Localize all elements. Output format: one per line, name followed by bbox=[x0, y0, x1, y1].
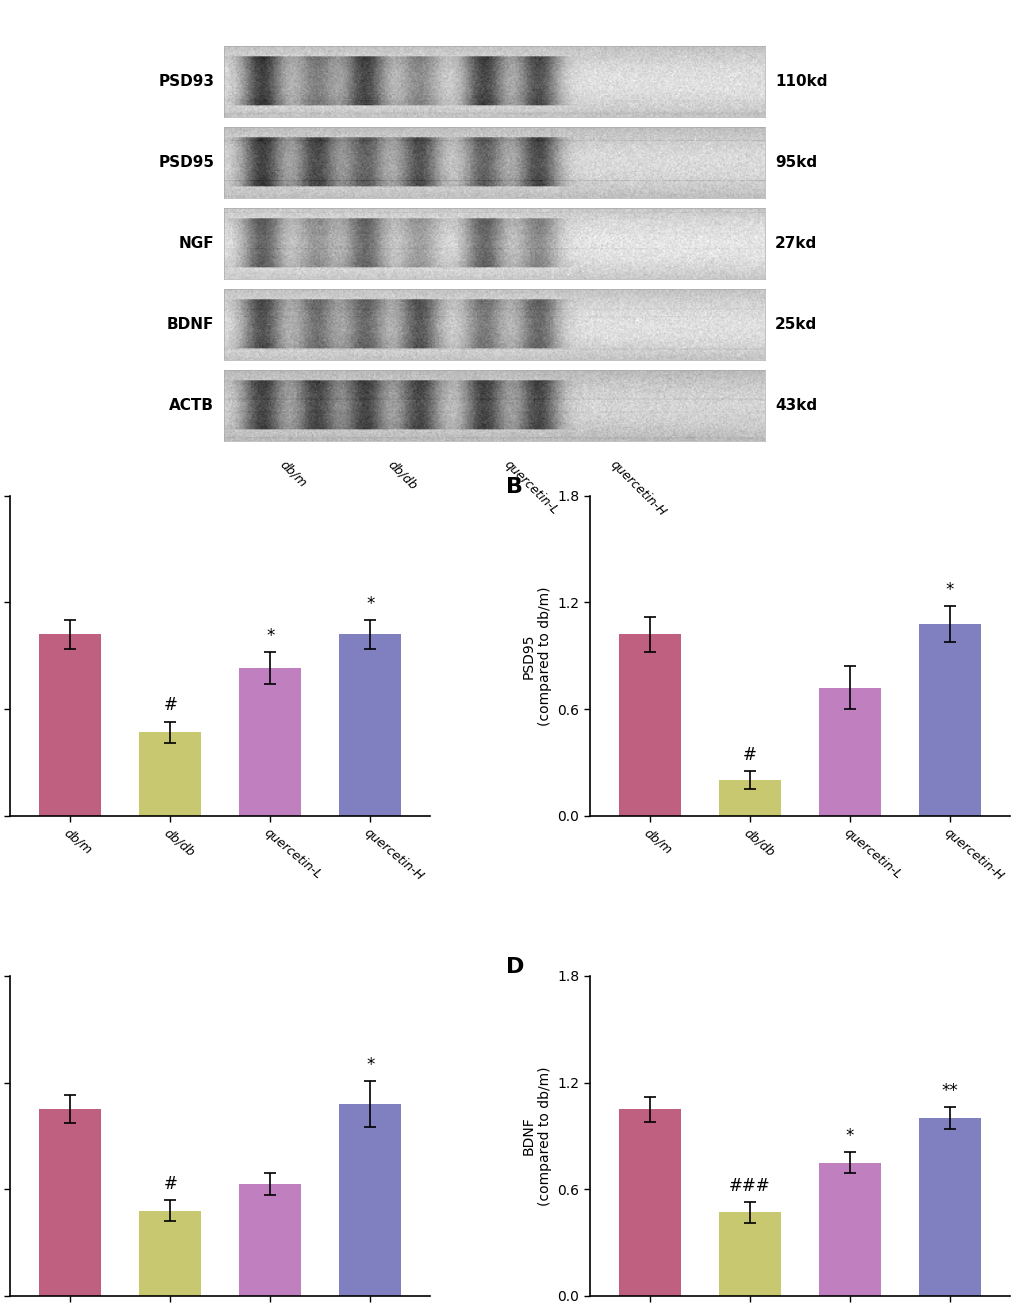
Text: **: ** bbox=[941, 1083, 957, 1101]
Text: *: * bbox=[366, 596, 374, 613]
Bar bbox=[818, 687, 880, 816]
Text: *: * bbox=[366, 1055, 374, 1073]
Bar bbox=[39, 635, 101, 816]
Text: *: * bbox=[945, 581, 953, 600]
Bar bbox=[239, 1183, 301, 1296]
Bar bbox=[718, 1212, 780, 1296]
Bar bbox=[139, 1211, 201, 1296]
Text: quercetin-L: quercetin-L bbox=[501, 458, 560, 517]
Text: PSD93: PSD93 bbox=[158, 73, 214, 89]
Text: PSD95: PSD95 bbox=[158, 154, 214, 170]
Bar bbox=[918, 624, 980, 816]
Text: *: * bbox=[266, 627, 274, 645]
Text: ###: ### bbox=[729, 1177, 770, 1195]
Text: #: # bbox=[163, 1174, 177, 1192]
Text: 25kd: 25kd bbox=[774, 317, 816, 332]
Text: D: D bbox=[505, 957, 524, 977]
Text: *: * bbox=[845, 1127, 853, 1145]
Text: db/db: db/db bbox=[385, 458, 420, 492]
Text: 95kd: 95kd bbox=[774, 154, 816, 170]
Y-axis label: BDNF
(compared to db/m): BDNF (compared to db/m) bbox=[521, 1066, 551, 1206]
Text: 43kd: 43kd bbox=[774, 398, 816, 414]
Bar bbox=[918, 1118, 980, 1296]
Y-axis label: PSD95
(compared to db/m): PSD95 (compared to db/m) bbox=[521, 586, 551, 725]
Text: 110kd: 110kd bbox=[774, 73, 826, 89]
Text: ACTB: ACTB bbox=[169, 398, 214, 414]
Bar bbox=[39, 1109, 101, 1296]
Text: NGF: NGF bbox=[178, 236, 214, 251]
Text: B: B bbox=[505, 476, 523, 496]
Bar bbox=[718, 780, 780, 816]
Text: 27kd: 27kd bbox=[774, 236, 816, 251]
Text: db/m: db/m bbox=[277, 458, 309, 490]
Bar bbox=[339, 1103, 400, 1296]
Bar bbox=[818, 1162, 880, 1296]
Text: quercetin-H: quercetin-H bbox=[606, 458, 667, 520]
Text: #: # bbox=[163, 696, 177, 715]
Text: #: # bbox=[742, 746, 756, 764]
Bar bbox=[339, 635, 400, 816]
Bar bbox=[239, 668, 301, 816]
Bar bbox=[139, 732, 201, 816]
Bar bbox=[619, 1109, 680, 1296]
Text: BDNF: BDNF bbox=[167, 317, 214, 332]
Bar bbox=[619, 635, 680, 816]
